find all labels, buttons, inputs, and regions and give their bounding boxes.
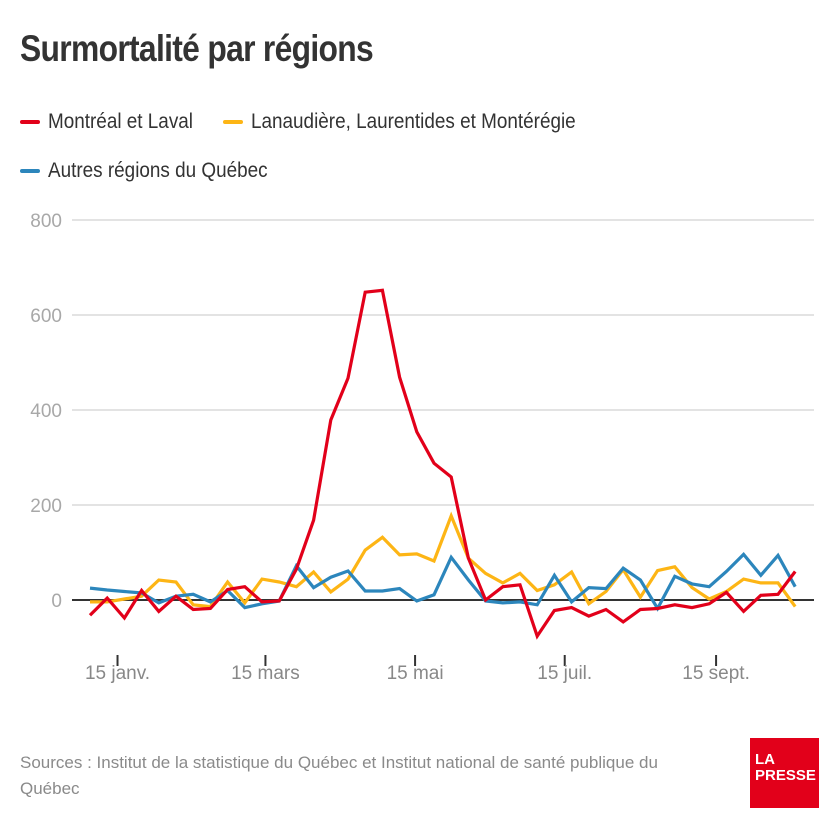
legend-label: Lanaudière, Laurentides et Montérégie (251, 110, 576, 133)
y-tick-label: 400 (30, 401, 62, 422)
y-tick-label: 800 (30, 211, 62, 232)
legend-item-montreal-laval[interactable]: Montréal et Laval (20, 110, 209, 134)
legend-item-lanaudiere[interactable]: Lanaudière, Laurentides et Montérégie (223, 110, 612, 134)
line-chart: 0 200 400 600 800 15 janv. 15 mars 15 mai 15 ju… (30, 211, 814, 684)
la-presse-logo[interactable]: LA PRESSE (750, 738, 819, 808)
series-line-lanaudi-re-laurentides-et-mont-r-gie[interactable] (90, 511, 797, 609)
legend-row-2: Autres régions du Québec (20, 159, 306, 183)
series-line-autres-r-gions-du-qu-bec[interactable] (89, 552, 797, 612)
legend-swatch-yellow (223, 120, 244, 124)
grid-lines (72, 219, 814, 506)
x-tick-label: 15 sept. (682, 663, 750, 684)
series-line-montr-al-et-laval[interactable] (88, 288, 797, 640)
chart-title: Surmortalité par régions (20, 28, 374, 69)
sources-note: Sources : Institut de la statistique du … (20, 753, 658, 798)
logo-line-1: LA (755, 751, 775, 768)
y-tick-label: 600 (30, 306, 62, 327)
x-tick-label: 15 juil. (537, 663, 592, 684)
legend-label: Montréal et Laval (48, 110, 193, 133)
x-tick-label: 15 janv. (85, 663, 150, 684)
legend-item-autres-regions[interactable]: Autres régions du Québec (20, 159, 292, 183)
series-lines (88, 288, 797, 640)
legend-swatch-blue (20, 169, 40, 173)
y-axis-ticks: 0 200 400 600 800 (30, 211, 62, 612)
legend-label: Autres régions du Québec (48, 159, 268, 182)
y-tick-label: 0 (51, 591, 62, 612)
y-tick-label: 200 (30, 496, 62, 517)
legend-swatch-red (20, 120, 40, 124)
x-axis-ticks: 15 janv. 15 mars 15 mai 15 juil. 15 sept. (85, 655, 750, 684)
x-tick-label: 15 mai (387, 663, 444, 684)
logo-line-2: PRESSE (755, 767, 816, 784)
x-tick-label: 15 mars (231, 663, 300, 684)
legend-row-1: Montréal et Laval Lanaudière, Laurentide… (20, 110, 626, 134)
